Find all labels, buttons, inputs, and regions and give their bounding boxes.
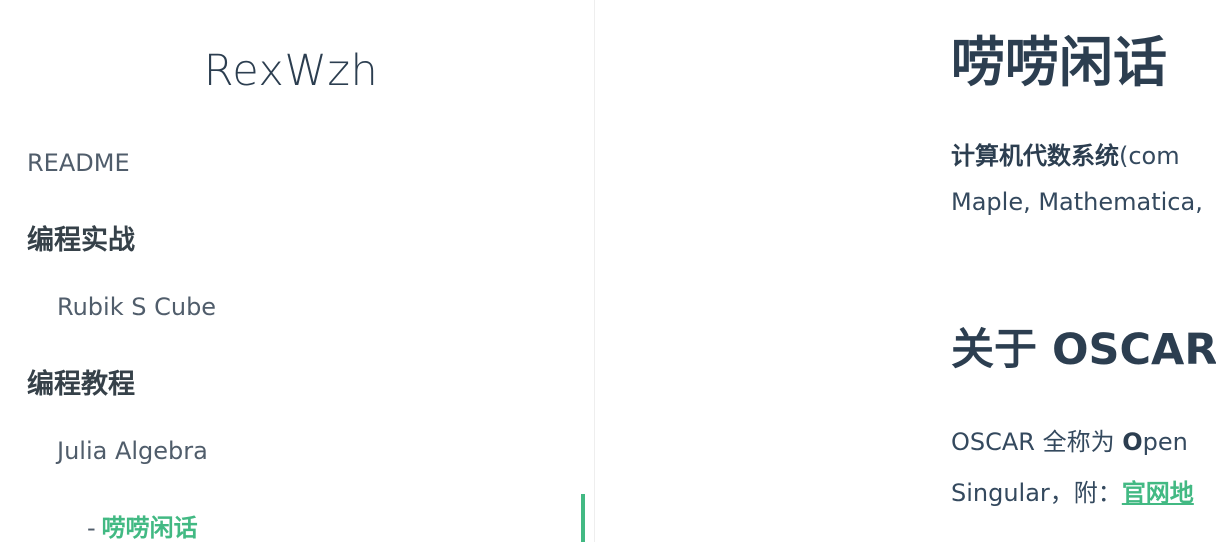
paragraph-2-line-2-text: Singular，附： [951, 479, 1122, 507]
sidebar-item-readme[interactable]: README [27, 149, 130, 177]
active-indicator [581, 494, 585, 542]
sidebar-section-tutorial: 编程教程 [27, 369, 135, 400]
page-title: 唠唠闲话 [951, 31, 1167, 94]
paragraph-1-line-2: Maple, Mathematica, [951, 188, 1203, 216]
paragraph-2-line-1: OSCAR 全称为 Open [951, 422, 1188, 457]
sidebar-item-rubik[interactable]: Rubik S Cube [57, 293, 217, 321]
paragraph-1-text: (com [1119, 142, 1180, 170]
sidebar: RexWzh README 编程实战 Rubik S Cube 编程教程 Jul… [0, 0, 595, 542]
sidebar-item-julia-algebra[interactable]: Julia Algebra [57, 437, 208, 465]
section-heading-oscar: 关于 OSCAR [951, 325, 1216, 375]
official-site-link[interactable]: 官网地 [1121, 479, 1194, 507]
app-name[interactable]: RexWzh [203, 46, 379, 96]
paragraph-1-line-1: 计算机代数系统(com [951, 136, 1180, 171]
paragraph-2-text: OSCAR 全称为 [951, 428, 1123, 456]
paragraph-2-bold: O [1122, 428, 1143, 456]
paragraph-2-line-2: Singular，附：官网地 [951, 473, 1194, 508]
cas-term: 计算机代数系统 [951, 142, 1119, 170]
sidebar-section-practice: 编程实战 [27, 225, 135, 256]
sidebar-item-active-label: 唠唠闲话 [101, 514, 198, 542]
paragraph-2-rest: pen [1142, 428, 1188, 456]
nav-dash: - [87, 514, 96, 542]
main-content: 唠唠闲话 计算机代数系统(com Maple, Mathematica, 关于 … [596, 0, 1216, 542]
sidebar-item-active[interactable]: - 唠唠闲话 [87, 508, 198, 542]
